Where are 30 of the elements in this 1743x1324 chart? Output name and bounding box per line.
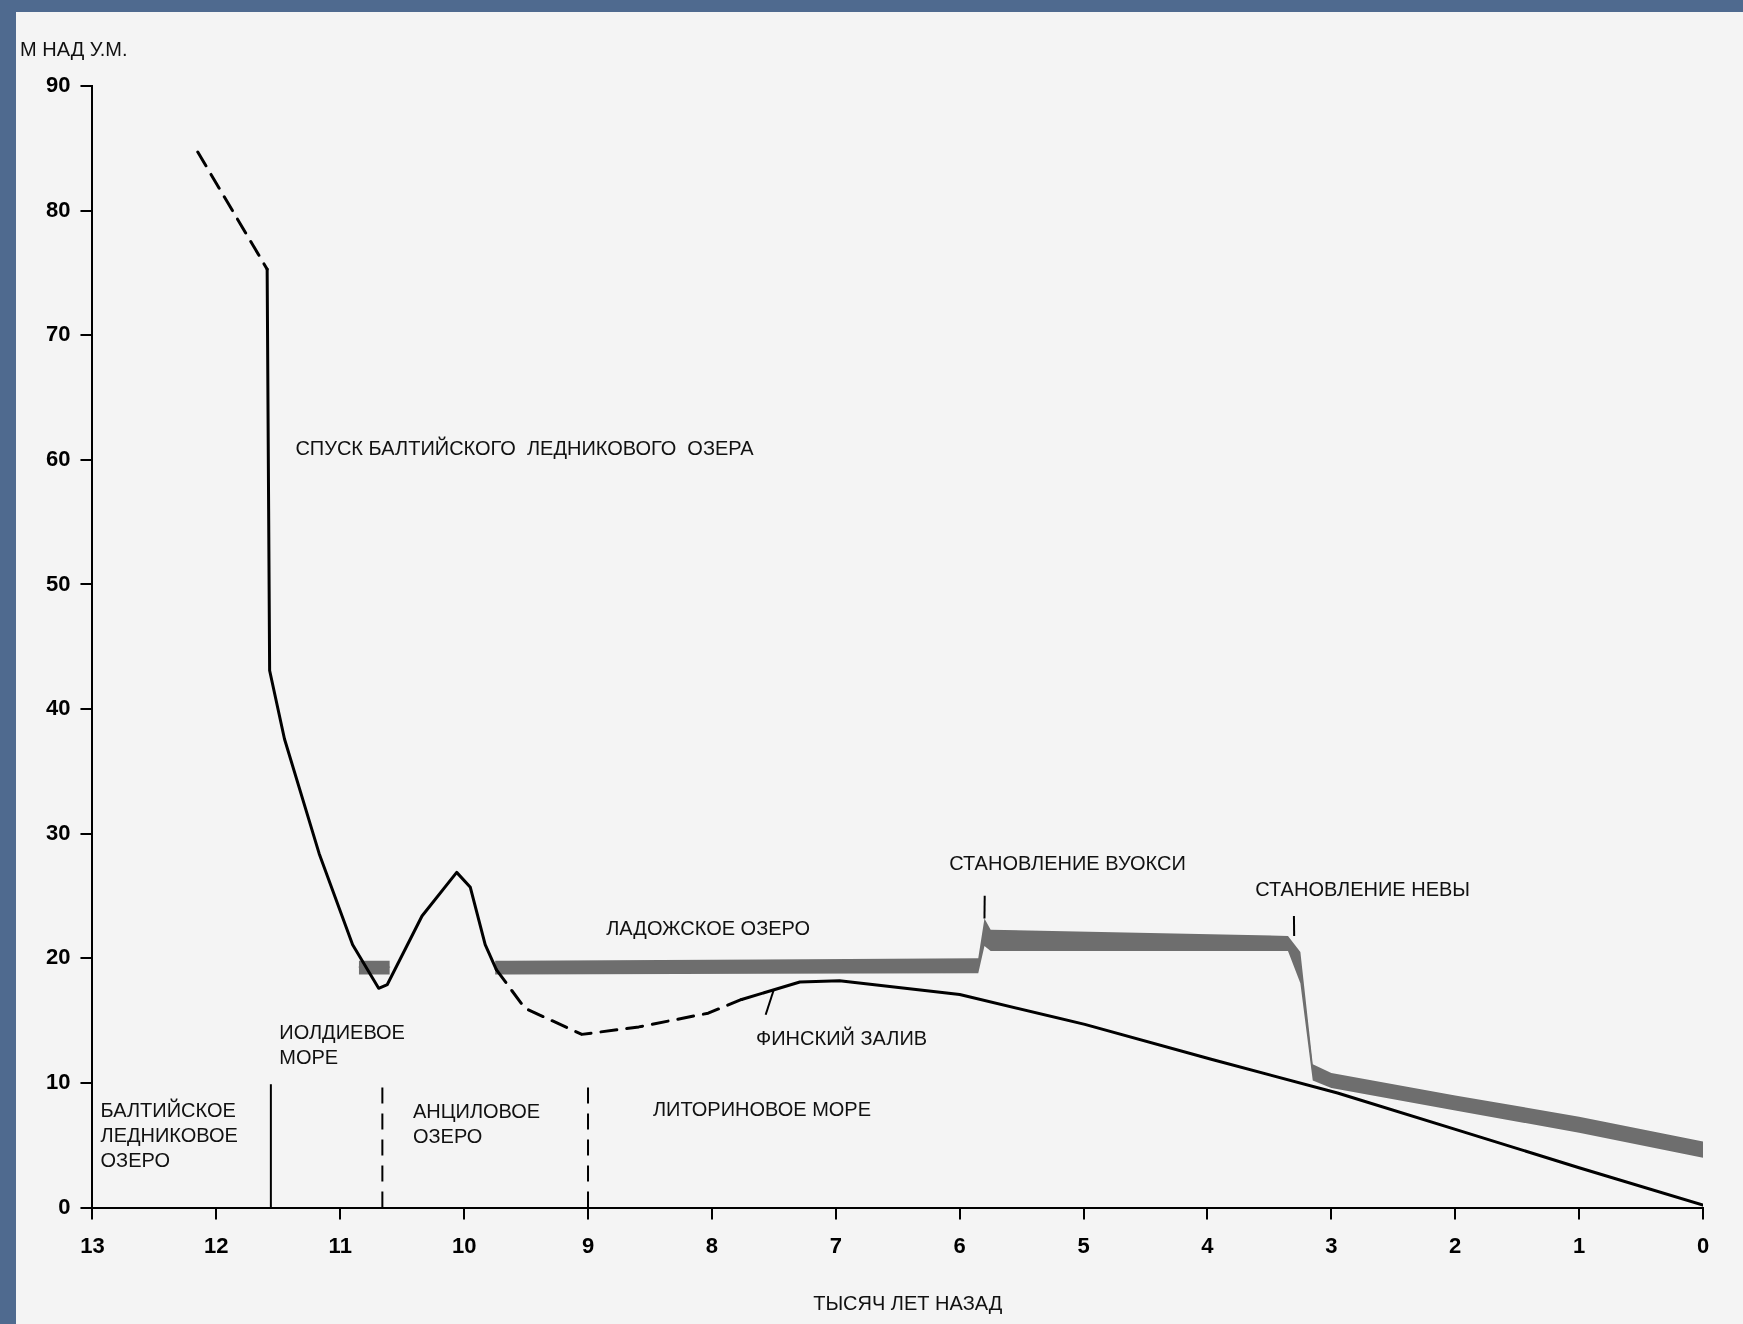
x-tick-label: 6	[953, 1232, 966, 1258]
y-tick-label: 0	[58, 1193, 71, 1219]
y-tick-label: 30	[45, 819, 71, 845]
y-tick-label: 10	[45, 1069, 71, 1095]
y-tick-label: 40	[45, 695, 71, 721]
y-tick-label: 20	[45, 944, 71, 970]
x-axis-title: ТЫСЯЧ ЛЕТ НАЗАД	[813, 1291, 1003, 1314]
y-tick-label: 50	[45, 570, 71, 596]
x-tick-label: 8	[705, 1232, 719, 1258]
annotation: СТАНОВЛЕНИЕ НЕВЫ	[1255, 877, 1471, 900]
x-tick-label: 12	[204, 1232, 229, 1258]
annotation: СТАНОВЛЕНИЕ ВУОКСИ	[949, 851, 1186, 874]
y-tick-label: 60	[45, 445, 71, 471]
y-tick-label: 90	[45, 72, 71, 98]
x-tick-label: 13	[80, 1232, 105, 1258]
x-tick-label: 7	[829, 1232, 842, 1258]
x-tick-label: 9	[581, 1232, 595, 1258]
x-tick-label: 3	[1325, 1232, 1338, 1258]
x-tick-label: 10	[451, 1232, 477, 1258]
x-tick-label: 4	[1201, 1232, 1215, 1258]
annotation: СПУСК БАЛТИЙСКОГО ЛЕДНИКОВОГО ОЗЕРА	[295, 435, 755, 459]
annotation: БАЛТИЙСКОЕ ЛЕДНИКОВОЕ ОЗЕРО	[100, 1098, 238, 1172]
x-tick-label: 5	[1077, 1232, 1090, 1258]
y-tick-label: 70	[45, 321, 71, 347]
x-tick-label: 2	[1449, 1232, 1462, 1258]
x-tick-label: 11	[328, 1232, 352, 1258]
x-tick-label: 0	[1696, 1232, 1710, 1258]
y-tick-label: 80	[45, 196, 71, 222]
y-axis-title: М НАД У.М.	[20, 37, 128, 60]
x-tick-label: 1	[1572, 1232, 1586, 1258]
